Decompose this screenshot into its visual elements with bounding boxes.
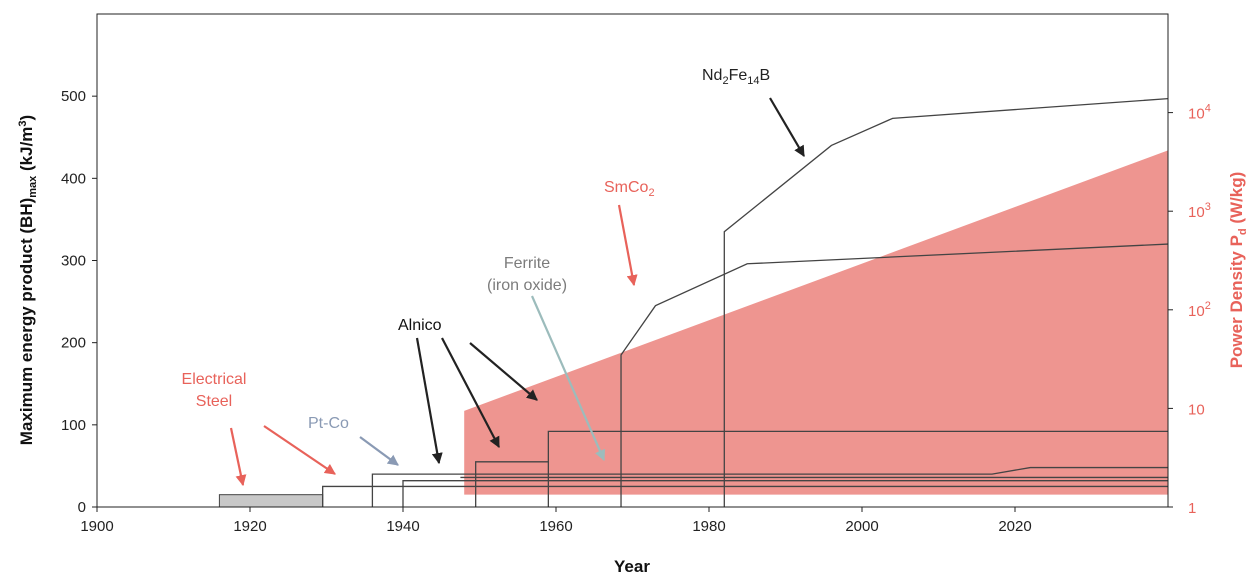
series-line-alnico-4 (547, 430, 1168, 507)
y2-tick-label: 10 (1188, 401, 1205, 418)
label-alnico: Alnico (398, 317, 442, 334)
y-tick-label: 500 (61, 88, 86, 105)
y2-axis-title: Power Density Pd (W/kg) (1227, 172, 1249, 369)
arrow-alnico-3 (469, 342, 538, 401)
y-axis-ticks: 0 100 200 300 400 500 (61, 88, 97, 516)
series-line-pt-co-1 (371, 466, 1168, 507)
arrow-alnico-1 (415, 337, 443, 465)
series-line-alnico-3 (475, 461, 549, 507)
x-tick-label: 2020 (998, 518, 1031, 535)
series-line-alnico-2 (402, 480, 1168, 507)
y2-tick-label: 104 (1188, 103, 1211, 123)
arrow-smco2 (617, 204, 638, 287)
arrow-electrical-steel-1 (229, 427, 247, 487)
x-tick-label: 1900 (80, 518, 113, 535)
y2-axis-ticks: 1 10 102 103 104 (1168, 103, 1211, 517)
arrow-electrical-steel-2 (263, 425, 336, 475)
y-tick-label: 400 (61, 170, 86, 187)
label-ferrite: Ferrite (iron oxide) (487, 255, 567, 294)
series-line-smco2-6 (620, 243, 1169, 507)
label-smco2: SmCo2 (604, 179, 655, 199)
label-nd2fe14b: Nd2Fe14B (702, 67, 770, 87)
label-pt-co: Pt-Co (308, 415, 349, 432)
y-tick-label: 100 (61, 417, 86, 434)
arrow-pt-co (359, 436, 399, 466)
y2-tick-label: 102 (1188, 300, 1211, 320)
y2-tick-label: 103 (1188, 201, 1211, 221)
y-tick-label: 0 (78, 499, 86, 516)
y-tick-label: 300 (61, 253, 86, 270)
y-axis-title: Maximum energy product (BH)max (kJ/m3) (17, 115, 39, 445)
electrical-steel-bar (218, 494, 324, 508)
x-axis-title: Year (614, 557, 650, 576)
arrow-ferrite (530, 295, 606, 462)
label-electrical-steel: Electrical Steel (182, 371, 247, 410)
x-tick-label: 2000 (845, 518, 878, 535)
x-axis-ticks: 1900 1920 1940 1960 1980 2000 2020 (80, 507, 1032, 535)
y-tick-label: 200 (61, 335, 86, 352)
arrow-alnico-2 (441, 337, 500, 448)
x-tick-label: 1980 (692, 518, 725, 535)
x-tick-label: 1940 (386, 518, 419, 535)
arrow-nd2fe14b (769, 97, 805, 157)
power-density-band (464, 150, 1168, 495)
y2-tick-label: 1 (1188, 500, 1196, 517)
plot-area (218, 97, 1169, 508)
x-tick-label: 1960 (539, 518, 572, 535)
series-line-nd2fe14b-7 (723, 97, 1169, 507)
series-line-electrical-steel-0 (322, 485, 1168, 507)
x-tick-label: 1920 (233, 518, 266, 535)
